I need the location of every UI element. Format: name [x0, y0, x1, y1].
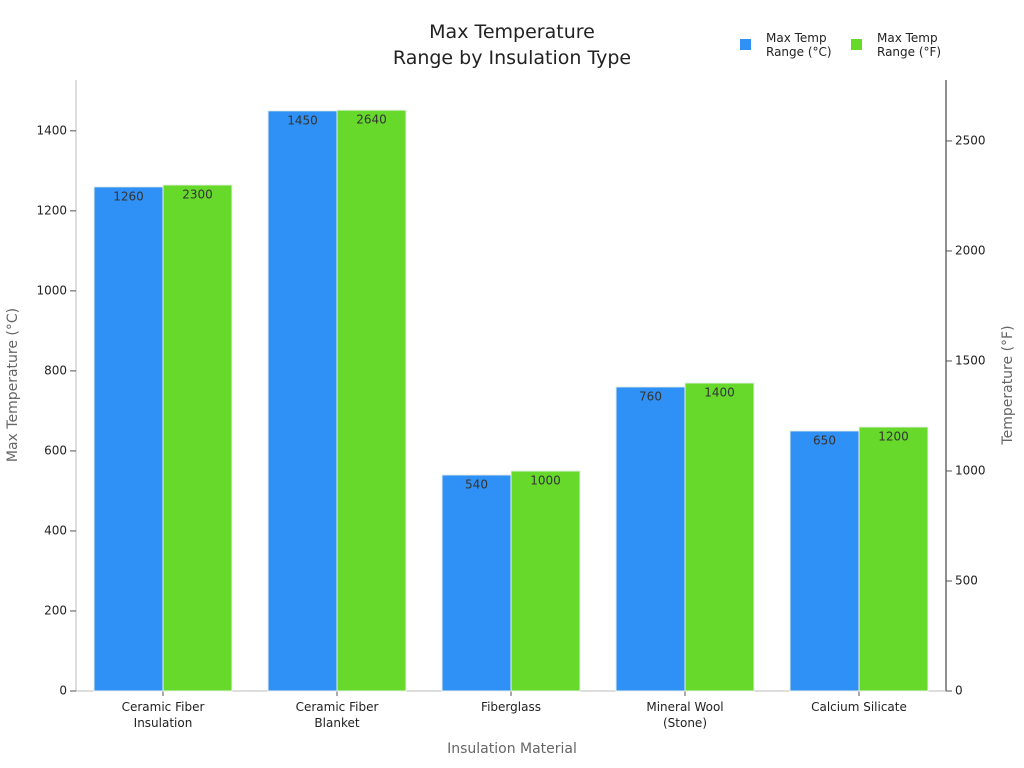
y-tick-label: 800	[44, 363, 67, 377]
value-label: 1200	[878, 429, 909, 443]
value-label: 540	[465, 477, 488, 491]
bar	[93, 186, 164, 692]
chart-title: Range by Insulation Type	[392, 47, 632, 69]
y2-axis-label: Temperature (°F)	[1000, 325, 1016, 445]
bar	[441, 474, 512, 692]
value-label: 760	[639, 389, 662, 403]
bar	[684, 382, 755, 692]
value-label: 1000	[530, 473, 561, 487]
chart-title: Max Temperature	[429, 21, 595, 43]
x-tick-label: Mineral Wool (Stone)	[646, 700, 724, 730]
value-label: 650	[813, 433, 836, 447]
legend-label: Max Temp Range (°C)	[766, 31, 832, 59]
value-label: 2300	[182, 187, 213, 201]
y-tick-label: 200	[44, 603, 67, 617]
bar	[510, 470, 581, 692]
bar	[615, 386, 686, 692]
legend-swatch	[851, 39, 862, 50]
legend-label: Max Temp Range (°F)	[877, 31, 942, 59]
y-tick-label: 1400	[36, 123, 67, 137]
y2-tick-label: 1000	[955, 463, 986, 477]
y2-tick-label: 2000	[955, 243, 986, 257]
bar	[858, 426, 929, 692]
x-tick-label: Fiberglass	[481, 700, 541, 714]
y2-tick-label: 0	[955, 684, 963, 698]
bar	[789, 430, 860, 692]
bar	[162, 184, 233, 692]
x-tick-label: Ceramic Fiber Blanket	[295, 700, 379, 730]
x-tick-label: Calcium Silicate	[811, 700, 907, 714]
y2-tick-label: 1500	[955, 353, 986, 367]
value-label: 2640	[356, 113, 387, 127]
y-tick-label: 1000	[36, 283, 67, 297]
x-axis-label: Insulation Material	[447, 741, 577, 757]
x-tick-label: Ceramic Fiber Insulation	[121, 700, 205, 730]
legend-swatch	[740, 39, 751, 50]
y-tick-label: 1200	[36, 203, 67, 217]
value-label: 1260	[113, 189, 144, 203]
value-label: 1450	[287, 113, 318, 127]
bar	[336, 109, 407, 692]
y-tick-label: 0	[59, 684, 67, 698]
bar	[267, 110, 338, 692]
y2-tick-label: 500	[955, 573, 978, 587]
y2-tick-label: 2500	[955, 133, 986, 147]
y-tick-label: 400	[44, 523, 67, 537]
y-tick-label: 600	[44, 443, 67, 457]
value-label: 1400	[704, 385, 735, 399]
y-axis-label: Max Temperature (°C)	[5, 308, 21, 462]
